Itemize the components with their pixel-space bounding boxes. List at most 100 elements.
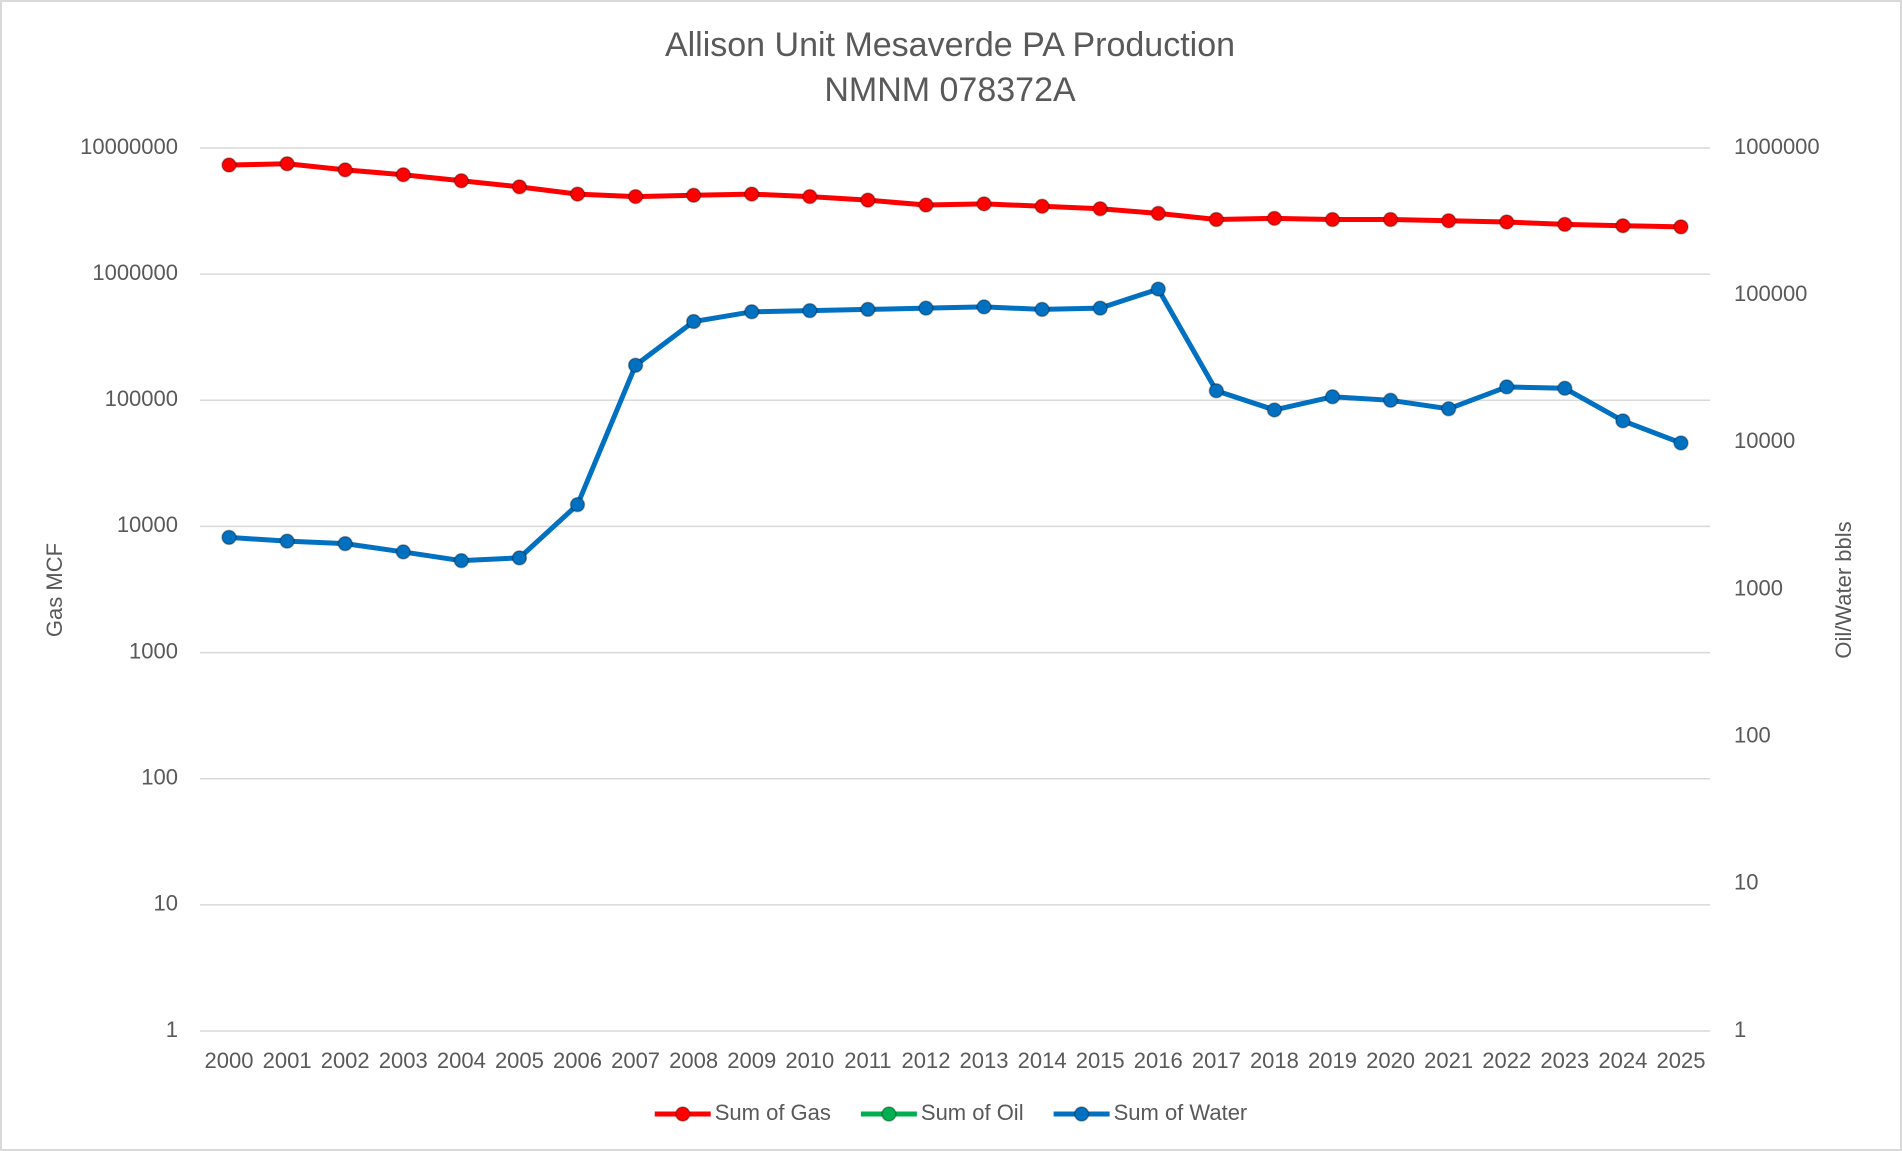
point <box>395 166 412 183</box>
y-tick-label: 100000 <box>105 386 178 411</box>
point <box>1557 216 1573 233</box>
point <box>976 299 992 315</box>
y-tick-label: 1000000 <box>92 260 178 285</box>
x-tick-label: 2019 <box>1308 1048 1357 1073</box>
y-tick-label: 100 <box>141 765 178 790</box>
legend-label: Sum of Gas <box>715 1100 831 1125</box>
point <box>569 496 586 513</box>
point <box>1673 219 1689 235</box>
x-tick-label: 2022 <box>1482 1048 1531 1073</box>
point <box>1324 389 1341 405</box>
x-tick-label: 2000 <box>205 1048 254 1073</box>
x-tick-label: 2004 <box>437 1048 486 1073</box>
point <box>1440 401 1457 417</box>
legend-marker <box>1073 1106 1090 1122</box>
point <box>860 301 876 318</box>
x-tick-label: 2011 <box>844 1048 891 1073</box>
point <box>1615 217 1631 234</box>
y2-tick-label: 10000 <box>1734 428 1795 453</box>
y2-axis-title: Oil/Water bbls <box>1831 521 1856 658</box>
series-line <box>228 286 1682 564</box>
point <box>511 550 528 566</box>
point <box>1615 413 1631 429</box>
point <box>627 188 644 205</box>
point <box>1266 210 1283 227</box>
y2-tick-label: 100 <box>1734 722 1771 747</box>
x-tick-label: 2002 <box>321 1048 370 1073</box>
point <box>511 179 528 195</box>
legend-marker <box>881 1106 897 1122</box>
y-tick-label: 1000 <box>129 638 178 663</box>
point <box>976 196 992 212</box>
x-tick-label: 2016 <box>1134 1048 1183 1073</box>
x-tick-label: 2013 <box>960 1048 1009 1073</box>
point <box>918 197 934 213</box>
point <box>1208 211 1225 228</box>
series-line <box>228 161 1682 230</box>
x-tick-label: 2024 <box>1598 1048 1647 1073</box>
point <box>685 313 702 330</box>
point <box>1498 379 1515 395</box>
point <box>918 300 934 316</box>
y2-tick-label: 1 <box>1734 1017 1746 1042</box>
x-tick-label: 2025 <box>1656 1048 1705 1073</box>
point <box>1382 211 1399 228</box>
x-tick-label: 2009 <box>727 1048 776 1073</box>
y-axis-title: Gas MCF <box>42 543 67 637</box>
legend-marker <box>674 1106 691 1122</box>
chart-subtitle: NMNM 078372A <box>824 71 1076 109</box>
x-tick-label: 2018 <box>1250 1048 1299 1073</box>
x-tick-label: 2014 <box>1018 1048 1067 1073</box>
point <box>1382 392 1399 409</box>
point <box>1266 402 1283 418</box>
point <box>860 192 876 208</box>
point <box>1092 300 1108 316</box>
y-tick-label: 1 <box>166 1017 178 1042</box>
point <box>1092 200 1108 217</box>
point <box>337 162 353 178</box>
point <box>569 186 586 202</box>
y-tick-label: 10000000 <box>80 134 178 159</box>
y2-tick-label: 10 <box>1734 870 1758 895</box>
point <box>1440 213 1457 229</box>
x-tick-label: 2017 <box>1192 1048 1241 1073</box>
point <box>1150 205 1167 222</box>
point <box>1208 383 1225 399</box>
point <box>395 544 412 560</box>
x-tick-label: 2001 <box>263 1048 312 1073</box>
x-tick-label: 2003 <box>379 1048 428 1073</box>
point <box>685 187 702 204</box>
y-tick-label: 10000 <box>117 512 178 537</box>
point <box>743 304 760 320</box>
point <box>453 173 470 189</box>
point <box>802 188 818 205</box>
x-tick-label: 2023 <box>1540 1048 1589 1073</box>
y-tick-label: 10 <box>154 891 178 916</box>
point <box>279 156 295 172</box>
x-tick-label: 2020 <box>1366 1048 1415 1073</box>
chart-title: Allison Unit Mesaverde PA Production <box>665 26 1235 64</box>
x-tick-label: 2012 <box>901 1048 950 1073</box>
point <box>1324 211 1341 228</box>
legend-label: Sum of Oil <box>921 1100 1024 1125</box>
y2-tick-label: 100000 <box>1734 281 1807 306</box>
x-tick-label: 2010 <box>785 1048 834 1073</box>
point <box>1150 281 1167 297</box>
x-tick-label: 2006 <box>553 1048 602 1073</box>
y2-tick-label: 1000 <box>1734 575 1783 600</box>
point <box>1557 380 1573 397</box>
point <box>627 357 644 374</box>
legend-label: Sum of Water <box>1114 1100 1248 1125</box>
point <box>221 157 237 173</box>
x-tick-label: 2005 <box>495 1048 544 1073</box>
point <box>1034 301 1050 318</box>
x-tick-label: 2007 <box>611 1048 660 1073</box>
y2-tick-label: 1000000 <box>1734 134 1820 159</box>
point <box>279 533 295 549</box>
point <box>1034 198 1050 215</box>
point <box>802 302 818 319</box>
point <box>453 552 470 569</box>
x-tick-label: 2008 <box>669 1048 718 1073</box>
point <box>1673 435 1689 451</box>
